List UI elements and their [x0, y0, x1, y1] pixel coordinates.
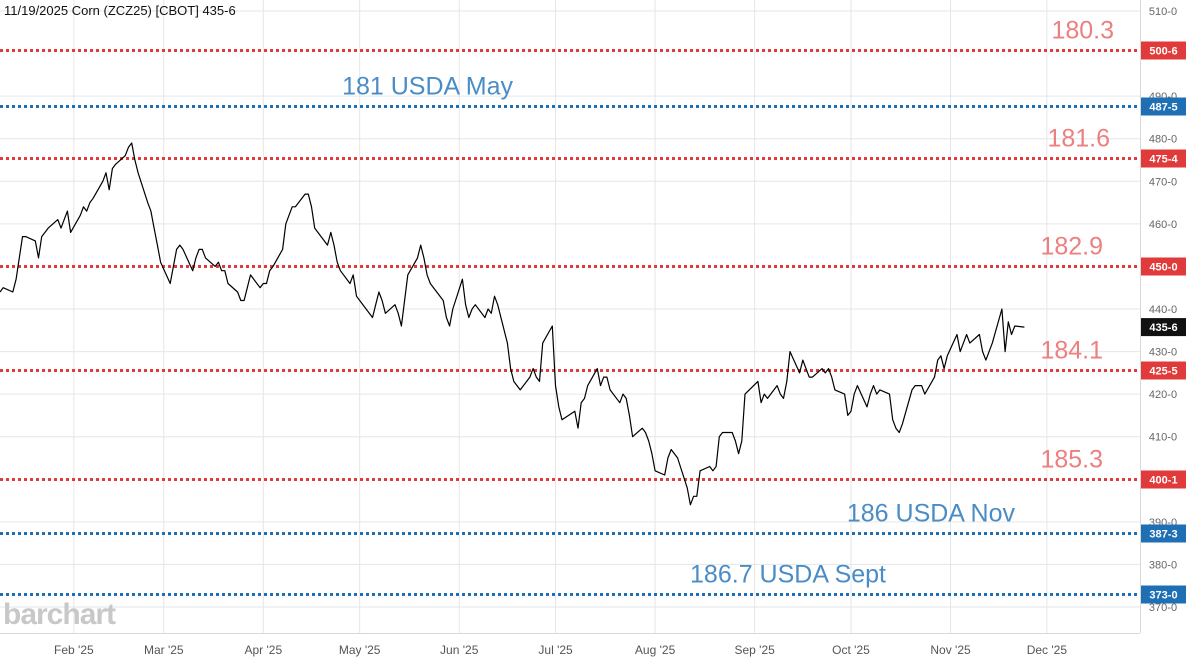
level-annotation: 185.3 — [1040, 446, 1103, 474]
level-tag-label: 387-3 — [1149, 529, 1177, 541]
x-tick-label: Aug '25 — [635, 643, 676, 657]
x-tick-label: Feb '25 — [54, 643, 94, 657]
vertical-gridlines — [73, 0, 1048, 633]
x-tick-label: Apr '25 — [244, 643, 282, 657]
y-tick-label: 460-0 — [1149, 219, 1177, 231]
price-series — [0, 142, 1025, 506]
level-tag-label: 373-0 — [1149, 590, 1177, 602]
y-tick-label: 510-0 — [1149, 6, 1177, 18]
level-tag-label: 500-6 — [1149, 46, 1177, 58]
x-tick-label: Oct '25 — [832, 643, 870, 657]
level-tag-label: 400-1 — [1149, 475, 1177, 487]
x-tick-label: Sep '25 — [734, 643, 775, 657]
level-annotations: 180.3 181 USDA May 181.6 182.9 184.1 185.3 186… — [342, 17, 1114, 589]
price-axis-tags: 500-6 487-5 475-4 450-0 425-5 400-1 387-3 373-0… — [1141, 41, 1186, 604]
x-tick-label: Jun '25 — [440, 643, 479, 657]
x-tick-label: Dec '25 — [1027, 643, 1068, 657]
level-annotation: 186.7 USDA Sept — [690, 561, 886, 589]
level-tag — [1141, 524, 1186, 543]
last-price-label: 435-6 — [1149, 322, 1177, 334]
level-tag-label: 487-5 — [1149, 102, 1177, 114]
horizontal-gridlines — [0, 10, 1140, 608]
x-tick-label: May '25 — [339, 643, 381, 657]
x-tick-label: Nov '25 — [930, 643, 971, 657]
level-annotation: 180.3 — [1051, 17, 1114, 45]
level-tag — [1141, 149, 1186, 168]
level-tag — [1141, 361, 1186, 380]
level-tag — [1141, 97, 1186, 116]
price-line — [0, 142, 1025, 506]
x-tick-label: Mar '25 — [144, 643, 184, 657]
y-axis-tick-labels: 510-0490-0480-0470-0460-0440-0430-0420-0… — [1149, 6, 1177, 614]
chart-title: 11/19/2025 Corn (ZCZ25) [CBOT] 435-6 — [4, 3, 236, 18]
level-annotation: 182.9 — [1040, 233, 1103, 261]
y-tick-label: 440-0 — [1149, 304, 1177, 316]
level-tag-label: 450-0 — [1149, 262, 1177, 274]
barchart-logo: barchart — [3, 598, 116, 631]
y-tick-label: 470-0 — [1149, 176, 1177, 188]
level-tag — [1141, 41, 1186, 60]
y-tick-label: 430-0 — [1149, 347, 1177, 359]
y-tick-label: 380-0 — [1149, 559, 1177, 571]
x-axis-tick-labels: Feb '25 Mar '25 Apr '25 May '25 Jun '25 Jul '… — [54, 643, 1067, 657]
y-tick-label: 420-0 — [1149, 389, 1177, 401]
y-tick-label: 480-0 — [1149, 134, 1177, 146]
level-annotation: 181 USDA May — [342, 73, 513, 101]
level-tag — [1141, 585, 1186, 604]
level-annotation: 186 USDA Nov — [847, 500, 1016, 528]
level-tag-label: 425-5 — [1149, 366, 1177, 378]
y-tick-label: 370-0 — [1149, 602, 1177, 614]
level-tag — [1141, 470, 1186, 489]
level-annotation: 181.6 — [1047, 125, 1110, 153]
support-resistance-lines — [0, 49, 1140, 596]
level-tag-label: 475-4 — [1149, 154, 1178, 166]
x-tick-label: Jul '25 — [538, 643, 573, 657]
level-tag — [1141, 257, 1186, 276]
last-price-tag — [1141, 318, 1186, 337]
level-annotation: 184.1 — [1040, 337, 1103, 365]
y-tick-label: 410-0 — [1149, 432, 1177, 444]
